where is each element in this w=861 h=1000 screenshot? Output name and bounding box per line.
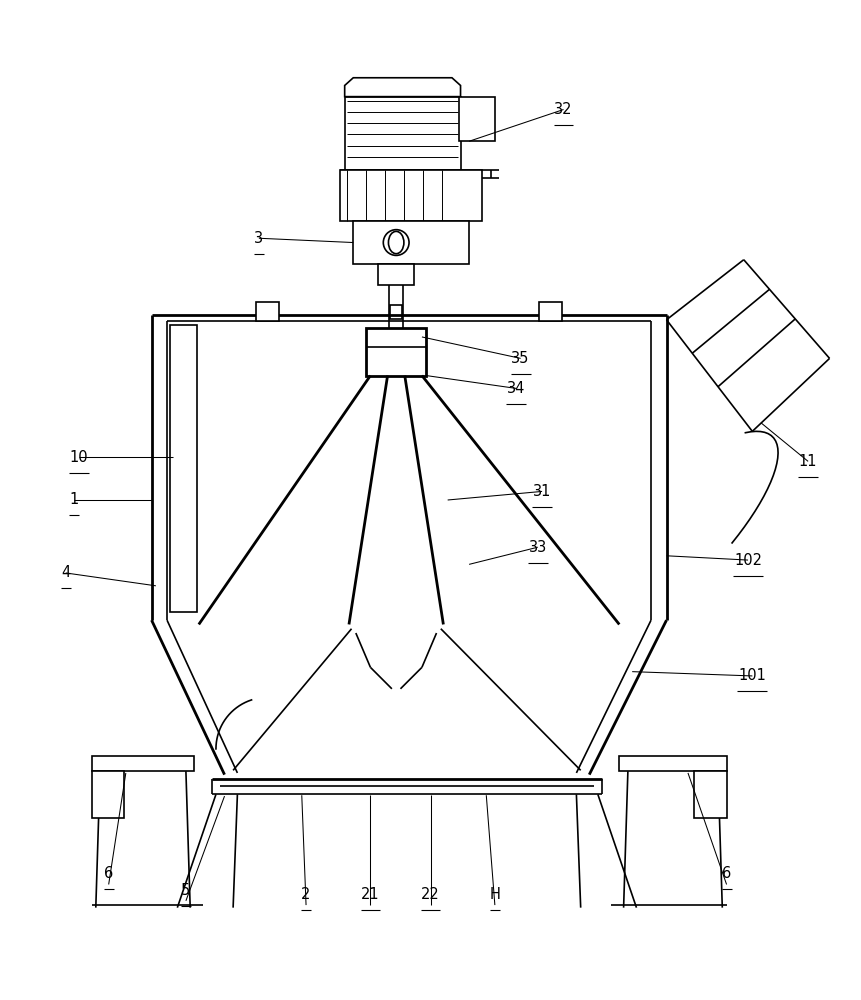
Bar xyxy=(340,170,482,221)
Text: 33: 33 xyxy=(529,540,547,555)
Bar xyxy=(353,221,469,264)
Text: H: H xyxy=(489,887,500,902)
Polygon shape xyxy=(344,78,461,97)
Text: 5: 5 xyxy=(182,883,190,898)
Text: 3: 3 xyxy=(254,231,263,246)
Text: 21: 21 xyxy=(361,887,380,902)
Bar xyxy=(91,771,124,818)
Text: 31: 31 xyxy=(533,484,551,499)
Text: 35: 35 xyxy=(511,351,530,366)
Text: 101: 101 xyxy=(739,668,766,683)
Text: 6: 6 xyxy=(722,866,731,881)
Text: 1: 1 xyxy=(70,492,79,508)
Bar xyxy=(91,756,195,771)
Bar xyxy=(378,264,414,285)
Bar xyxy=(257,302,279,321)
Bar xyxy=(619,756,727,771)
Bar xyxy=(344,97,461,170)
Text: 34: 34 xyxy=(507,381,525,396)
Text: 32: 32 xyxy=(554,102,573,117)
Bar xyxy=(459,97,495,141)
Bar xyxy=(170,325,197,612)
Bar xyxy=(540,302,562,321)
Text: 11: 11 xyxy=(799,454,817,469)
Bar xyxy=(694,771,727,818)
Text: 6: 6 xyxy=(104,866,114,881)
Bar xyxy=(366,328,426,376)
Text: 22: 22 xyxy=(421,887,440,902)
Text: 10: 10 xyxy=(70,450,88,465)
Text: 4: 4 xyxy=(61,565,71,580)
Text: 2: 2 xyxy=(301,887,311,902)
Bar xyxy=(390,305,402,319)
Text: 102: 102 xyxy=(734,553,762,568)
